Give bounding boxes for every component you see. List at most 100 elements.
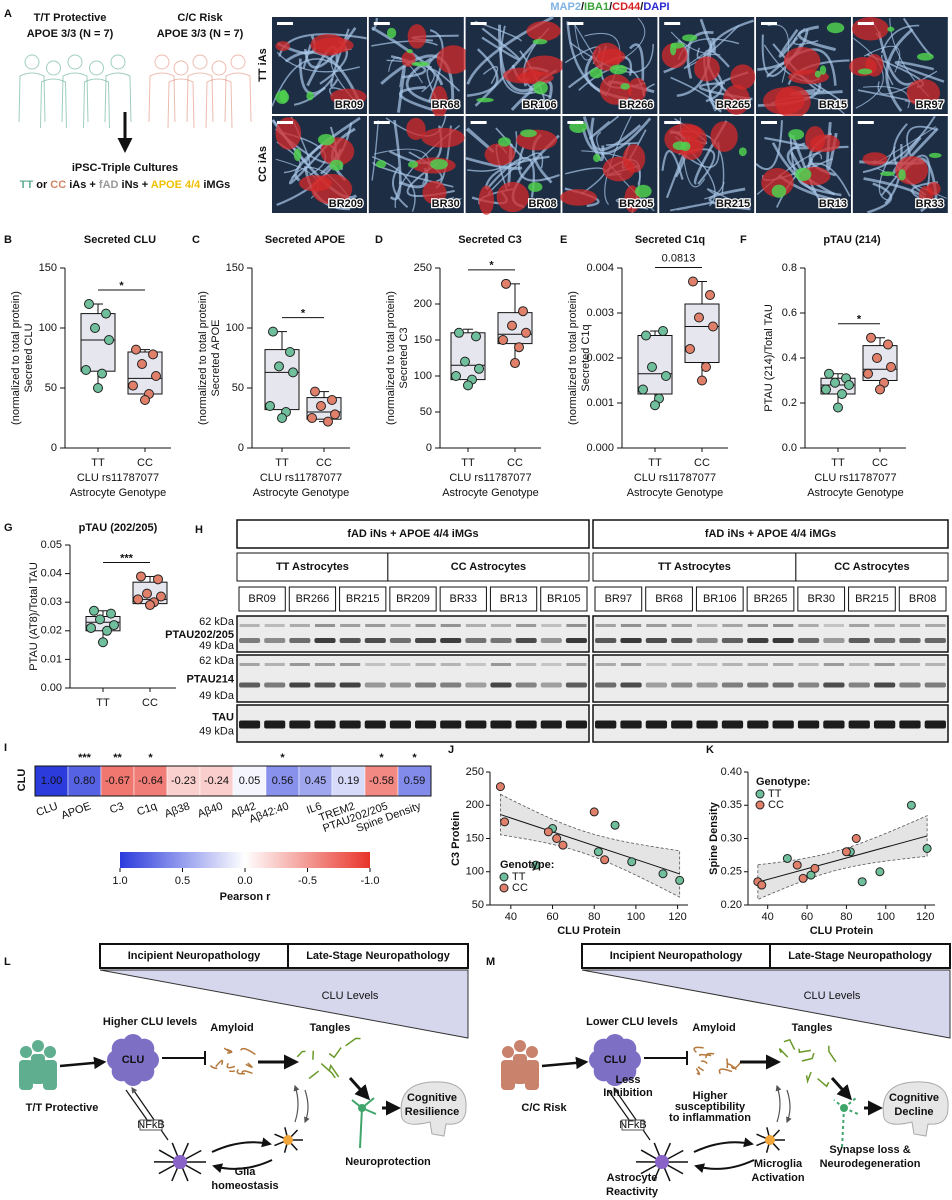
blot-band — [364, 638, 386, 643]
blot-band — [899, 663, 921, 666]
neurite — [704, 181, 725, 200]
sample-label: BR205 — [619, 198, 653, 210]
sample-label: BR09 — [335, 99, 363, 111]
blot-band — [264, 682, 286, 688]
y-axis-label: PTAU (AT8)/Total TAU — [28, 562, 40, 671]
cd44-stain — [730, 64, 756, 90]
neurite — [708, 187, 751, 211]
neurite — [862, 115, 936, 174]
band-label: TAU — [212, 711, 234, 723]
x-tick-label: 80 — [840, 911, 852, 923]
cd44-stain — [407, 24, 427, 49]
data-point — [102, 625, 112, 636]
iba1-stain — [532, 38, 548, 45]
sample-label: BR08 — [528, 198, 556, 210]
group-header — [387, 552, 590, 582]
person-icon — [205, 78, 233, 129]
neurite — [880, 154, 931, 196]
blot-band — [264, 663, 285, 666]
sample-label: BR97 — [916, 99, 944, 111]
neurite — [605, 142, 638, 147]
data-point — [886, 362, 896, 372]
neurite — [877, 31, 915, 86]
data-point — [875, 867, 885, 877]
data-point — [518, 306, 528, 317]
blot-band — [849, 624, 870, 627]
x-tick-label: 120 — [668, 911, 686, 923]
blot-band — [645, 682, 668, 688]
amyloid-icon — [226, 1062, 236, 1069]
sample-box — [389, 586, 437, 612]
data-point — [922, 843, 932, 853]
sample-label: BR215 — [855, 593, 889, 605]
data-point — [451, 371, 461, 381]
column-label: C3 — [108, 800, 125, 816]
panel-letter: H — [195, 524, 203, 536]
data-point — [875, 384, 885, 395]
amyloid-icon — [245, 1062, 253, 1069]
x-axis-label: Astrocyte Genotype — [253, 487, 350, 499]
neurite — [276, 51, 360, 73]
data-point — [650, 400, 660, 411]
y-tick-label: 0.002 — [586, 352, 614, 364]
person-icon — [526, 1046, 538, 1058]
susceptibility-label: to inflammation — [669, 1112, 751, 1124]
x-axis-label: CLU Protein — [810, 925, 874, 937]
y-tick-label: 250 — [414, 262, 432, 274]
person-icon — [525, 1060, 539, 1090]
person-icon — [89, 60, 104, 76]
data-point — [593, 847, 603, 857]
column-label: IL6 — [305, 800, 323, 817]
iba1-stain — [589, 68, 603, 79]
row-label: CLU — [16, 769, 28, 792]
iba1-stain — [788, 129, 805, 140]
data-point — [109, 620, 119, 631]
cd44-stain — [862, 152, 888, 166]
cd44-stain — [852, 17, 889, 41]
data-point — [265, 401, 275, 411]
sample-box — [645, 586, 693, 612]
scale-bar — [373, 22, 390, 25]
data-point — [307, 413, 317, 423]
person-icon — [154, 54, 170, 70]
sample-box — [594, 586, 643, 612]
column-label: C1q — [135, 800, 158, 818]
significance-label: 0.0813 — [662, 252, 696, 264]
neurite — [389, 119, 402, 201]
blot-band — [899, 638, 921, 643]
stage-box — [581, 943, 771, 969]
x-tick-label: TT — [96, 697, 110, 709]
x-axis-label: CLU rs11787077 — [260, 472, 342, 484]
y-tick-label: 0.20 — [721, 899, 742, 911]
data-point — [705, 290, 715, 300]
cd44-stain — [906, 79, 941, 107]
cell-label: 0.56 — [272, 775, 293, 787]
stain-part: IBA1 — [584, 1, 609, 13]
blot-band — [339, 682, 361, 688]
chart-title: Secreted C1q — [635, 234, 705, 246]
blot-band — [515, 682, 537, 688]
legend-label: CC — [512, 882, 528, 894]
data-point — [454, 327, 464, 338]
blot-band — [747, 720, 769, 729]
blot-band — [620, 720, 642, 729]
y-tick-label: 150 — [466, 832, 484, 844]
confidence-band — [500, 793, 681, 898]
cd44-stain — [313, 37, 354, 54]
sample-label: BR68 — [655, 593, 683, 605]
iba1-stain — [819, 65, 827, 75]
data-point — [688, 276, 698, 287]
cd44-stain — [436, 45, 471, 74]
nfkb-label: NFkB — [137, 1119, 165, 1131]
y-tick-label: 0.6 — [782, 307, 797, 319]
cell-label: -0.58 — [369, 775, 394, 787]
iba1-stain — [898, 169, 906, 181]
amyloid-icon — [730, 1061, 742, 1070]
data-point — [471, 331, 481, 342]
y-tick-label: 200 — [414, 298, 432, 310]
data-point — [610, 820, 620, 830]
arrow — [212, 1159, 273, 1174]
neurite — [793, 28, 819, 46]
significance-label: *** — [78, 752, 92, 764]
sample-label: BR215 — [716, 198, 750, 210]
